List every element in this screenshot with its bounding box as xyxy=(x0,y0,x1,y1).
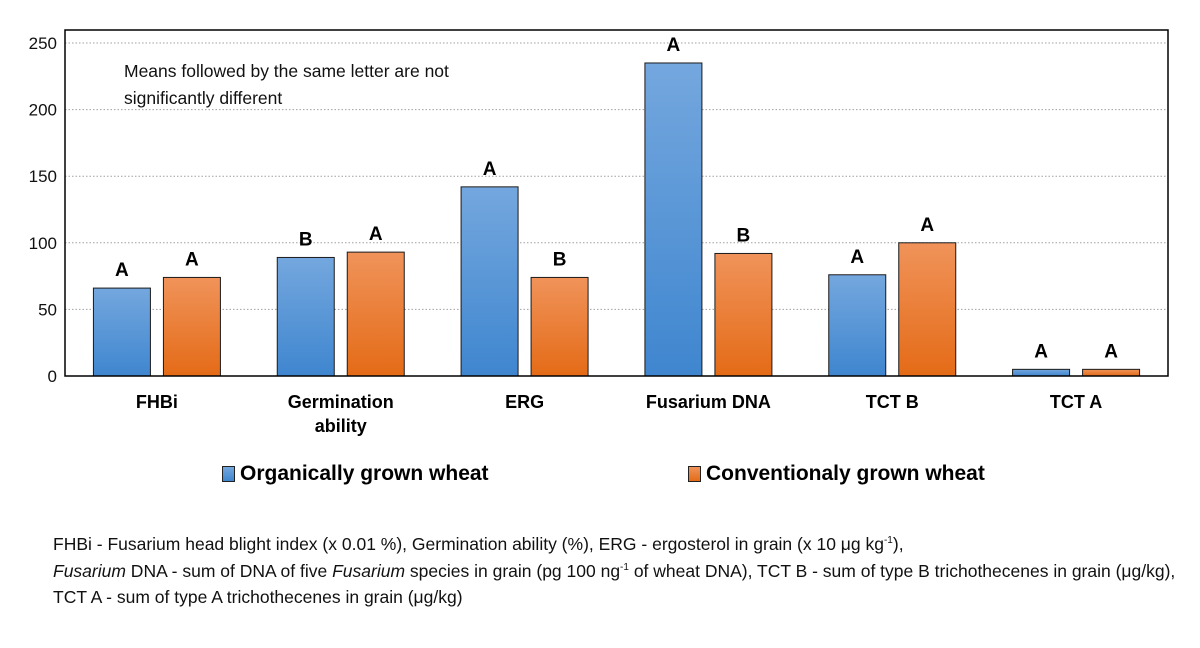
bar-conventional xyxy=(162,276,221,377)
bar-conventional xyxy=(1082,368,1141,377)
legend-item-organic: Organically grown wheat xyxy=(222,462,489,486)
caption-text: species in grain (pg 100 ng xyxy=(405,560,621,581)
significance-note: Means followed by the same letter are no… xyxy=(124,61,449,108)
legend-item-conventional: Conventionaly grown wheat xyxy=(688,462,985,486)
significance-letter: A xyxy=(1104,341,1118,362)
significance-letter: B xyxy=(299,229,313,250)
bar-organic xyxy=(828,274,887,377)
significance-letter: A xyxy=(667,35,681,56)
bar-organic xyxy=(276,256,335,377)
significance-letter: A xyxy=(850,247,864,268)
legend-swatch-conventional xyxy=(688,466,701,482)
significance-letter: B xyxy=(737,225,751,246)
bar-conventional xyxy=(714,252,773,377)
y-tick-label: 0 xyxy=(48,367,57,386)
significance-letter: A xyxy=(115,260,129,281)
significance-letter: A xyxy=(185,249,199,270)
significance-letter: A xyxy=(369,224,383,245)
caption-text: ), xyxy=(892,534,904,554)
caption-sup: -1 xyxy=(620,561,629,573)
caption-italic: Fusarium xyxy=(53,560,126,581)
bar-organic xyxy=(644,62,703,377)
legend-label-conventional: Conventionaly grown wheat xyxy=(706,462,985,485)
legend-swatch-organic xyxy=(222,466,235,482)
caption-italic: Fusarium xyxy=(332,560,406,581)
bar-conventional xyxy=(346,251,405,377)
bar-organic xyxy=(1012,368,1071,377)
x-tick-label: ability xyxy=(315,416,367,436)
y-tick-label: 200 xyxy=(29,101,57,120)
caption-text: of wheat DNA), TCT B - sum of type B tri… xyxy=(53,560,1176,608)
bar-chart: 0 50 100 150 200 250 A A FHBi B A Germination abilit… xyxy=(29,29,1169,436)
significance-letter: A xyxy=(920,215,934,236)
x-tick-label: Fusarium DNA xyxy=(646,392,771,412)
x-tick-label: FHBi xyxy=(136,392,178,412)
caption-sup: -1 xyxy=(883,535,893,547)
significance-letter: B xyxy=(553,249,567,270)
y-tick-label: 100 xyxy=(29,234,57,253)
plot-frame xyxy=(64,29,1169,377)
y-tick-label: 50 xyxy=(38,300,57,319)
significance-letter: A xyxy=(483,159,497,180)
x-tick-label: TCT B xyxy=(866,392,919,412)
caption-text: DNA - sum of DNA of five xyxy=(125,560,333,581)
y-tick-label: 250 xyxy=(29,34,57,53)
bar-conventional xyxy=(898,242,957,377)
bar-conventional xyxy=(530,276,589,377)
y-tick-label: 150 xyxy=(29,167,57,186)
bar-organic xyxy=(460,186,519,377)
x-tick-label: ERG xyxy=(505,392,544,412)
legend-label-organic: Organically grown wheat xyxy=(240,462,489,485)
caption-text: FHBi - Fusarium head blight index (x 0.0… xyxy=(53,534,884,554)
x-tick-label: Germination xyxy=(288,392,394,412)
x-tick-label: TCT A xyxy=(1050,392,1102,412)
bar-organic xyxy=(92,287,151,377)
significance-letter: A xyxy=(1034,341,1048,362)
figure-caption: FHBi - Fusarium head blight index (x 0.0… xyxy=(53,531,1193,611)
